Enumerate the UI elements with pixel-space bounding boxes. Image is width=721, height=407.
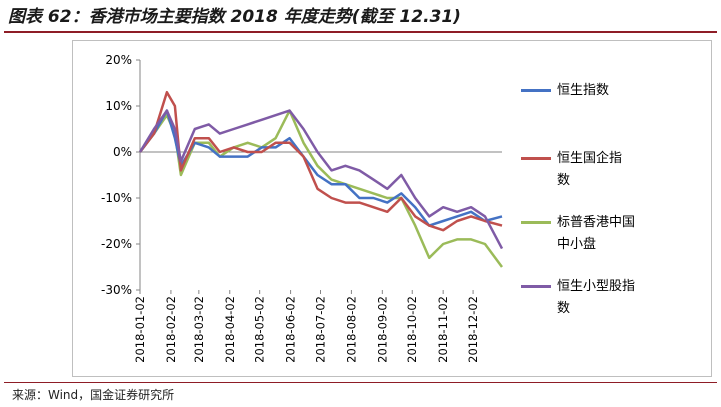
x-tick-label: 2018-04-02	[223, 296, 237, 363]
y-tick-label: 10%	[105, 99, 132, 113]
x-tick-label: 2018-11-02	[436, 296, 450, 363]
x-tick-label: 2018-09-02	[375, 296, 389, 363]
x-tick-label: 2018-03-02	[192, 296, 206, 363]
y-tick-label: 20%	[105, 53, 132, 67]
legend-swatch-sp-hk-china-smallmid	[521, 221, 551, 224]
legend-swatch-hsi	[521, 89, 551, 92]
source-note: 来源：Wind，国金证券研究所	[12, 388, 175, 402]
legend-label-hs-smallcap: 恒生小型股指数	[557, 279, 636, 316]
legend-label-hsi: 恒生指数	[557, 83, 610, 98]
x-tick-label: 2018-06-02	[284, 296, 298, 363]
chart-frame	[72, 40, 712, 377]
series-line-sp-hk-china-smallmid	[139, 109, 504, 268]
x-tick-label: 2018-08-02	[344, 296, 358, 363]
x-tick-label: 2018-01-02	[133, 296, 147, 363]
x-tick-label: 2018-12-02	[466, 296, 480, 363]
series-line-hscei	[139, 90, 503, 232]
x-tick-label: 2018-10-02	[405, 296, 419, 363]
chart-title: 图表 62：香港市场主要指数 2018 年度走势(截至 12.31)	[8, 7, 461, 27]
footer-divider	[4, 382, 717, 383]
legend-label-hscei: 恒生国企指数	[557, 151, 623, 188]
x-tick-label: 2018-07-02	[314, 296, 328, 363]
legend-label-sp-hk-china-smallmid: 标普香港中国中小盘	[557, 215, 636, 252]
legend-swatch-hscei	[521, 157, 551, 160]
y-tick-label: -10%	[101, 191, 132, 205]
x-tick-label: 2018-02-02	[164, 296, 178, 363]
series-line-hs-smallcap	[138, 109, 504, 250]
legend-swatch-hs-smallcap	[521, 285, 551, 288]
x-tick-label: 2018-05-02	[253, 296, 267, 363]
y-tick-label: -30%	[101, 283, 132, 297]
y-tick-label: -20%	[101, 237, 132, 251]
title-divider	[4, 31, 717, 33]
y-tick-label: 0%	[113, 145, 132, 159]
